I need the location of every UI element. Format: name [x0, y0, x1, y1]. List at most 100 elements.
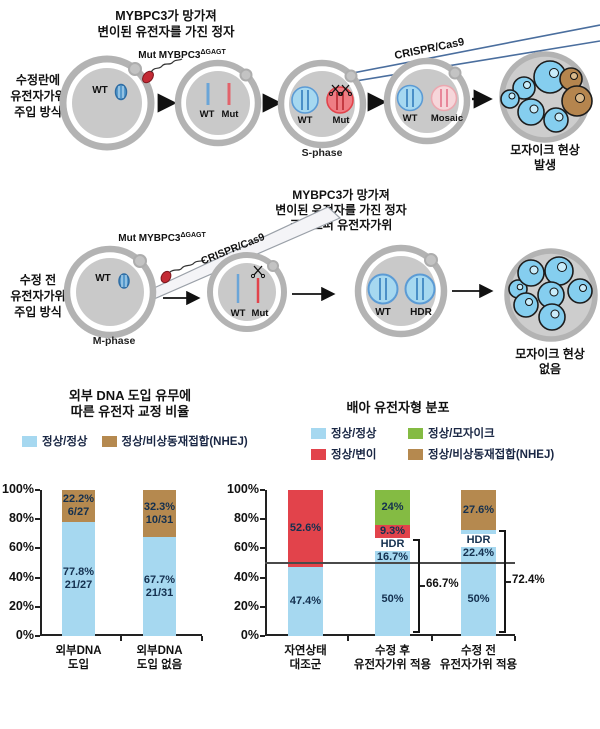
- wt-label: WT: [375, 307, 391, 318]
- y-axis-tick: [260, 518, 265, 521]
- bar-label-line: 9.3%: [379, 525, 406, 538]
- legend-swatch: [101, 435, 117, 447]
- injection-needle-icon: [326, 24, 600, 86]
- legend-swatch: [408, 448, 423, 460]
- bar-segment: [375, 525, 410, 539]
- legend-swatch: [311, 427, 326, 439]
- wt-label: WT: [200, 109, 215, 120]
- wt-label: WT: [298, 115, 313, 126]
- row2-egg-mphase: WT: [63, 245, 157, 339]
- legend-item: 정상/비상동재접합(NHEJ): [101, 433, 248, 449]
- range-bracket: [499, 530, 506, 633]
- mphase-label: M-phase: [93, 335, 136, 347]
- row1-egg-mosaic: WT Mosaic: [383, 57, 471, 145]
- legend-label: 정상/비상동재접합(NHEJ): [121, 436, 248, 448]
- row2-side-label-line: 유전자가위: [10, 288, 65, 303]
- legend-label: 정상/정상: [42, 436, 88, 448]
- bar-segment: [288, 566, 323, 636]
- bar-segment: [143, 537, 176, 636]
- bracket-label: 72.4%: [512, 573, 545, 586]
- bar-label-line: 77.8%: [62, 566, 95, 579]
- bar-segment: [461, 490, 496, 531]
- row2-side-label-line: 주입 방식: [14, 304, 62, 319]
- bar-segment-label: HDR 16.7%: [363, 537, 422, 564]
- row1-result-line: 발생: [534, 157, 556, 172]
- sphase-label: S-phase: [302, 147, 343, 159]
- chart-title: 배아 유전자형 분포: [288, 400, 508, 416]
- category-label: 수정 후 유전자가위 적용: [338, 644, 448, 672]
- row1-egg-sphase: WT Mut: [277, 59, 367, 149]
- row2-egg-cutting: WT Mut: [207, 252, 287, 332]
- y-axis-tick-label: 60%: [233, 540, 259, 555]
- bar-segment: [143, 490, 176, 538]
- y-axis-tick: [260, 635, 265, 637]
- bar-segment-label: 9.3%: [363, 525, 422, 538]
- y-axis-tick-label: 20%: [233, 598, 259, 613]
- wt-label: WT: [95, 273, 111, 284]
- category-label: 수정 전 유전자가위 적용: [424, 644, 534, 672]
- hdr-label: HDR: [410, 307, 432, 318]
- y-axis-tick-label: 100%: [2, 482, 34, 496]
- y-axis-tick: [35, 518, 40, 521]
- chart-legend: 정상/정상 정상/모자이크 정상/변이 정상/비상동재접합(NHEJ): [311, 425, 554, 462]
- bar-label-line: 16.7%: [376, 550, 409, 563]
- embryo-editing-diagram: MYBPC3가 망가져 변이된 유전자를 가진 정자 Mut MYBPC3ΔGA…: [10, 8, 600, 376]
- category-label-line: 외부DNA: [136, 645, 183, 657]
- bar-segment: [375, 490, 410, 526]
- legend-swatch: [311, 448, 326, 460]
- category-label-line: 도입 없음: [136, 659, 183, 671]
- x-axis-tick: [201, 636, 203, 641]
- mut-mybpc3-label: Mut MYBPC3ΔGAGT: [138, 49, 226, 61]
- sperm-head-icon: [118, 273, 130, 289]
- y-axis-tick-label: 80%: [8, 511, 34, 526]
- bar-segment-label: 77.8% 21/27: [50, 566, 107, 592]
- bar-segment: [461, 563, 496, 636]
- bar-segment-label: 27.6%: [449, 504, 508, 517]
- bar-segment-label: 24%: [363, 501, 422, 514]
- y-axis-tick: [35, 635, 40, 637]
- y-axis-tick-label: 0%: [240, 628, 259, 642]
- bar-label-line: HDR: [363, 537, 422, 551]
- bar-segment-label: 50%: [449, 593, 508, 606]
- bar-segment-label: 67.7% 21/31: [131, 574, 188, 600]
- bar-label-line: 22.2%: [62, 493, 95, 506]
- bar-label-line: 67.7%: [143, 573, 176, 586]
- row2-result-line: 없음: [539, 361, 561, 376]
- mutant-sperm-icon: [160, 270, 172, 284]
- mut-label: Mut: [333, 115, 351, 126]
- row1-side-label-line: 수정란에: [16, 72, 60, 87]
- x-axis-tick: [430, 636, 433, 641]
- legend-item: 정상/비상동재접합(NHEJ): [408, 446, 554, 462]
- legend-item: 정상/모자이크: [408, 425, 554, 441]
- row1-side-label-line: 유전자가위: [10, 88, 65, 103]
- row1-egg-pronuclei: WT Mut: [174, 59, 262, 147]
- mutant-sperm-icon: [142, 58, 183, 84]
- row1-method-zygote-injection: MYBPC3가 망가져 변이된 유전자를 가진 정자 Mut MYBPC3ΔGA…: [10, 8, 600, 172]
- legend-label: 정상/모자이크: [428, 428, 495, 440]
- category-label-line: 도입: [67, 659, 90, 671]
- category-label: 외부DNA 도입 없음: [118, 644, 202, 672]
- chart-legend: 정상/정상 정상/비상동재접합(NHEJ): [22, 433, 248, 449]
- bar-label-line: 6/27: [67, 506, 90, 519]
- chart-title-line: 외부 DNA 도입 유무에: [68, 388, 192, 403]
- legend-label: 정상/정상: [331, 428, 377, 440]
- plot-area: [40, 490, 202, 636]
- bar-segment-label: 22.2% 6/27: [50, 493, 107, 519]
- scissors-icon: [250, 265, 266, 279]
- row2-title-line: MYBPC3가 망가져: [292, 187, 390, 202]
- row2-title-line: 변이된 유전자를 가진 정자: [275, 202, 406, 217]
- x-axis-tick: [514, 636, 516, 641]
- row2-egg-hdr: WT HDR: [354, 244, 448, 338]
- bar-segment: [375, 563, 410, 636]
- chart-title-line: 배아 유전자형 분포: [346, 400, 450, 415]
- bar-segment-label: 52.6%: [276, 522, 335, 535]
- y-axis-tick: [260, 576, 265, 579]
- bar-label-line: 50%: [381, 593, 404, 605]
- bar-segment-label: 47.4%: [276, 595, 335, 608]
- category-label-line: 수정 전: [461, 645, 496, 657]
- bar-label-line: 27.6%: [462, 503, 495, 516]
- bar-label-line: 21/31: [145, 586, 174, 599]
- y-axis-tick-label: 40%: [233, 569, 259, 584]
- legend-item: 정상/정상: [22, 433, 88, 449]
